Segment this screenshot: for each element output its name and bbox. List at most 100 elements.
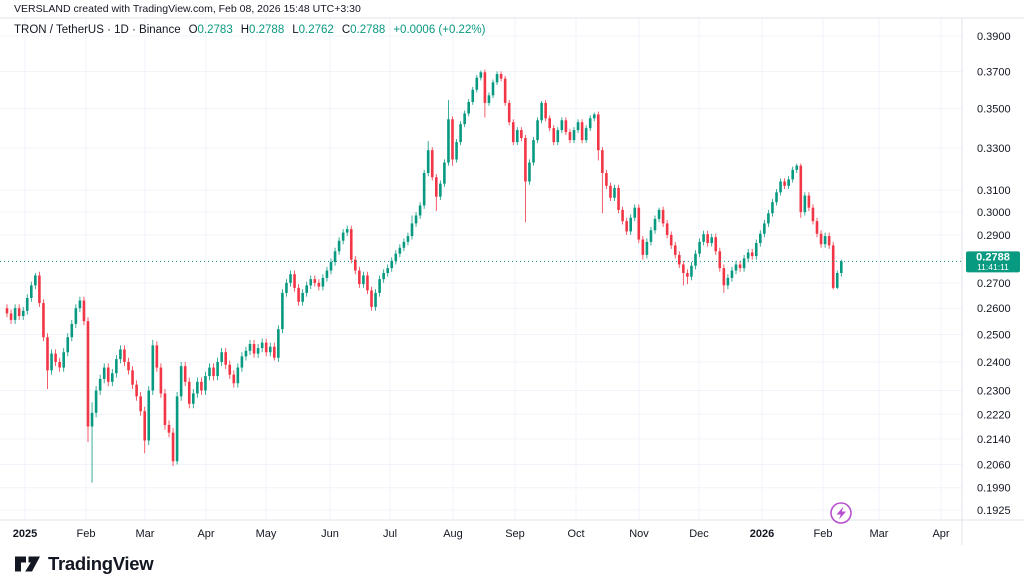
candle-body (597, 114, 600, 151)
price-tick-label: 0.2700 (977, 278, 1011, 290)
candle-body (167, 424, 171, 433)
candle-body (690, 265, 693, 277)
candle-body (305, 285, 308, 293)
candle-body (66, 337, 70, 353)
candle-body (726, 277, 730, 286)
candle-body (13, 308, 17, 320)
candle-body (317, 282, 321, 287)
candle-body (791, 169, 794, 180)
price-tick-label: 0.2220 (977, 409, 1011, 421)
price-tick-label: 0.1990 (977, 483, 1011, 495)
candle-body (532, 140, 535, 163)
candle-body (588, 118, 592, 129)
candle-body (698, 241, 701, 254)
candle-body (345, 229, 349, 233)
candle-body (613, 187, 616, 198)
candle-body (556, 130, 560, 143)
candle-body (252, 344, 256, 354)
tradingview-logo[interactable]: TradingView (14, 553, 154, 575)
candle-body (398, 247, 402, 254)
candle-body (216, 361, 219, 377)
price-tick-label: 0.2060 (977, 459, 1011, 471)
time-tick-label: Apr (197, 528, 214, 540)
candle-body (827, 236, 831, 246)
candle-body (268, 346, 272, 353)
candle-body (633, 207, 637, 218)
time-tick-label: Apr (932, 528, 949, 540)
candle-body (649, 230, 653, 242)
candle-body (281, 292, 284, 330)
candle-body (159, 367, 163, 394)
candle-body (430, 150, 434, 178)
candle-body (366, 275, 369, 291)
candle-body (329, 262, 333, 271)
candle-body (507, 102, 511, 123)
candle-body (742, 258, 746, 269)
bar-close-countdown: 11:41:11 (977, 262, 1009, 272)
candle-body (224, 352, 227, 365)
candle-body (451, 119, 454, 160)
candle-body (702, 234, 705, 242)
time-tick-label: Feb (77, 528, 96, 540)
candle-body (738, 264, 742, 269)
candle-body (734, 264, 738, 271)
symbol-ohlc-header[interactable]: TRON / TetherUS · 1D · Binance O 0.2783 H… (14, 24, 485, 36)
candle-body (17, 308, 21, 316)
time-tick-label: Jun (321, 528, 339, 540)
candle-body (147, 390, 151, 441)
candle-body (25, 297, 29, 311)
candle-body (601, 150, 604, 174)
candle-body (447, 119, 450, 163)
candle-body (151, 345, 155, 391)
candle-body (524, 138, 527, 182)
candle-body (840, 261, 843, 273)
candle-body (686, 272, 689, 277)
candle-body (835, 272, 839, 288)
candle-body (208, 367, 211, 377)
candle-body (354, 259, 357, 271)
candle-body (479, 72, 483, 78)
candle-body (394, 253, 398, 261)
candle-body (277, 329, 280, 358)
price-tick-label: 0.3900 (977, 31, 1011, 43)
candle-body (609, 185, 612, 198)
candle-body (321, 277, 325, 287)
candle-body (645, 241, 649, 255)
candle-body (50, 353, 53, 371)
candle-body (86, 321, 90, 427)
candle-body (426, 150, 430, 174)
candle-body (260, 342, 264, 349)
candle-body (273, 346, 276, 358)
price-tick-label: 0.3500 (977, 104, 1011, 116)
candle-body (78, 300, 82, 309)
candle-body (714, 237, 718, 252)
ohlc-open: O 0.2783 (188, 24, 233, 36)
candle-body (483, 72, 487, 103)
candle-body (244, 350, 248, 357)
candle-body (682, 264, 685, 273)
candle-body (621, 209, 624, 222)
candle-body (511, 122, 515, 143)
candle-body (471, 89, 475, 102)
candle-body (564, 120, 568, 133)
candle-body (155, 345, 159, 368)
candle-body (787, 179, 790, 186)
candle-body (220, 352, 223, 362)
time-tick-label: Mar (136, 528, 155, 540)
candle-body (560, 120, 564, 131)
candle-body (285, 282, 288, 293)
candle-body (183, 366, 187, 382)
candle-body (34, 275, 37, 286)
candle-body (540, 102, 543, 121)
candle-body (402, 241, 406, 248)
candle-body (491, 82, 495, 96)
price-tick-label: 0.2600 (977, 303, 1011, 315)
candle-body (131, 370, 134, 385)
candle-body (111, 373, 114, 382)
candle-body (625, 221, 628, 232)
candle-body (21, 310, 25, 316)
candle-body (548, 118, 551, 129)
candle-body (771, 202, 774, 214)
price-tick-label: 0.2400 (977, 357, 1011, 369)
